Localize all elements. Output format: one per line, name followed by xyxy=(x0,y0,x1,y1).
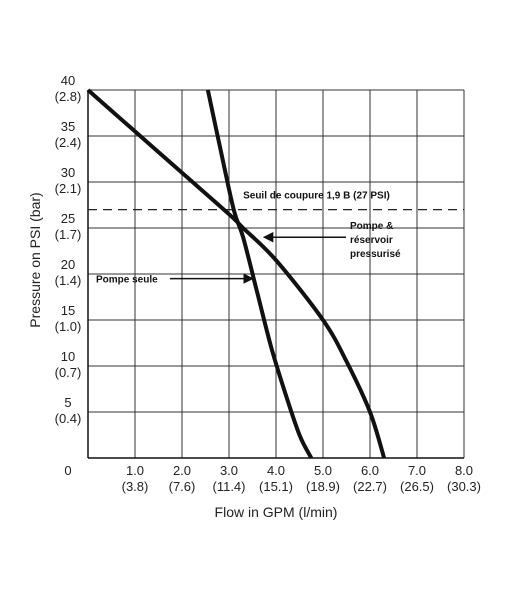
series-curves xyxy=(86,88,464,459)
y-tick-sublabel: (2.8) xyxy=(55,89,82,104)
annotation-pompe-reservoir-line: Pompe & xyxy=(350,221,393,232)
x-tick-sublabel: (18.9) xyxy=(306,479,340,494)
series-line-pompe-reservoir xyxy=(86,88,387,459)
x-tick-sublabel: (3.8) xyxy=(122,479,149,494)
x-tick-sublabel: (22.7) xyxy=(353,479,387,494)
y-tick-label: 40 xyxy=(61,73,75,88)
y-tick-sublabel: (2.4) xyxy=(55,135,82,150)
x-tick-sublabel: (15.1) xyxy=(259,479,293,494)
x-tick-label: 3.0 xyxy=(220,463,238,478)
x-tick-sublabel: (26.5) xyxy=(400,479,434,494)
y-tick-sublabel: (1.4) xyxy=(55,273,82,288)
x-tick-label: 6.0 xyxy=(361,463,379,478)
x-tick-label: 1.0 xyxy=(126,463,144,478)
y-tick-sublabel: (1.0) xyxy=(55,319,82,334)
grid xyxy=(88,89,465,458)
y-tick-label: 5 xyxy=(64,395,71,410)
y-tick-label: 10 xyxy=(61,349,75,364)
y-tick-label: 35 xyxy=(61,119,75,134)
annotation-pompe-reservoir-line: pressurisé xyxy=(350,249,401,260)
tick-labels: 1.0(3.8) 2.0(7.6) 3.0(11.4) 4.0(15.1) 5.0(18… xyxy=(55,73,481,494)
y-tick-label: 30 xyxy=(61,165,75,180)
x-tick-sublabel: (30.3) xyxy=(447,479,481,494)
x-tick-label: 2.0 xyxy=(173,463,191,478)
y-tick-sublabel: (1.7) xyxy=(55,227,82,242)
y-axis-label: Pressure on PSI (bar) xyxy=(27,192,43,327)
y-tick-label: 20 xyxy=(61,257,75,272)
x-tick-label: 8.0 xyxy=(455,463,473,478)
cutoff-label: Seuil de coupure 1,9 B (27 PSI) xyxy=(243,191,390,202)
y-tick-label: 25 xyxy=(61,211,75,226)
x-tick-label: 7.0 xyxy=(408,463,426,478)
y-tick-sublabel: (2.1) xyxy=(55,181,82,196)
annotations: Seuil de coupure 1,9 B (27 PSI) Pompe seu… xyxy=(96,191,401,286)
annotation-pompe-reservoir-line: réservoir xyxy=(350,235,393,246)
axes xyxy=(87,90,464,459)
x-tick-sublabel: (7.6) xyxy=(169,479,196,494)
x-tick-label: 5.0 xyxy=(314,463,332,478)
series-line-pompe-seule xyxy=(205,89,314,459)
x-axis-label: Flow in GPM (l/min) xyxy=(215,504,338,520)
y-tick-sublabel: (0.4) xyxy=(55,411,82,426)
y-tick-label: 15 xyxy=(61,303,75,318)
x-tick-label: 4.0 xyxy=(267,463,285,478)
origin-label: 0 xyxy=(64,463,71,478)
y-tick-sublabel: (0.7) xyxy=(55,365,82,380)
x-tick-sublabel: (11.4) xyxy=(213,479,246,494)
annotation-pompe-seule: Pompe seule xyxy=(96,275,158,286)
